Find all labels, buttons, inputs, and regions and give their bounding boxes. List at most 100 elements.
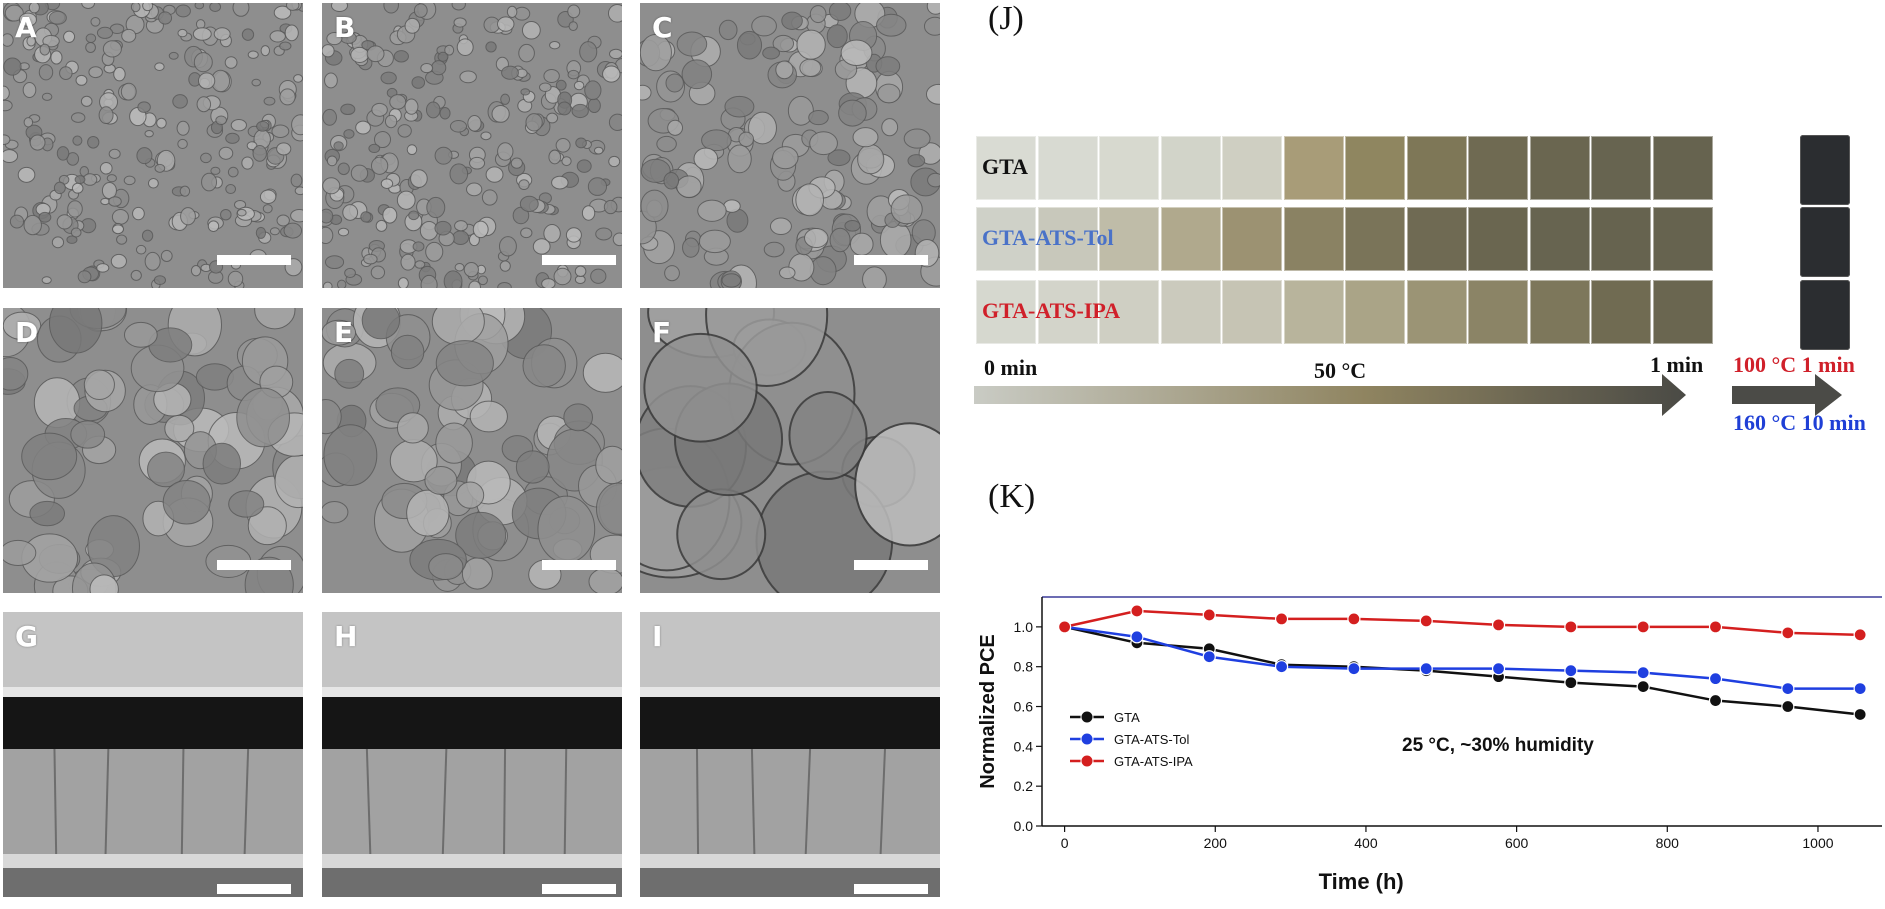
- film-photo-tile: [1345, 136, 1405, 200]
- panel-k-label: (K): [988, 478, 1036, 515]
- data-point: [1781, 699, 1795, 714]
- film-photo-tile: [1529, 136, 1590, 200]
- film-photo-tile: [1406, 280, 1467, 344]
- y-tick-label: 0.2: [1014, 778, 1034, 794]
- temperature-label: 50 °C: [1314, 358, 1367, 383]
- sem-panel-letter: F: [652, 316, 672, 349]
- sem-panel-letter: D: [15, 316, 39, 349]
- scale-bar: [217, 884, 291, 894]
- data-point: [1853, 707, 1867, 722]
- data-point: [1491, 618, 1506, 632]
- annealed-film-gta: [1800, 135, 1850, 205]
- sem-panel-letter: C: [652, 11, 673, 44]
- scale-bar: [854, 560, 928, 570]
- data-point: [1708, 672, 1723, 686]
- film-photo-tile: [1652, 280, 1713, 344]
- scale-bar: [854, 884, 928, 894]
- scale-bar: [542, 255, 616, 265]
- film-photo-tile: [1283, 207, 1344, 271]
- data-point: [1202, 650, 1216, 664]
- y-tick-label: 0.8: [1014, 659, 1034, 675]
- sem-panel-letter: A: [15, 11, 37, 44]
- data-point: [1636, 666, 1650, 680]
- data-point: [1202, 608, 1216, 622]
- sem-image-g: G: [3, 612, 303, 897]
- film-photo-tile: [1652, 136, 1713, 200]
- film-photo-tile: [1283, 280, 1344, 344]
- film-photo-tile: [1160, 207, 1221, 271]
- film-photo-tile: [1222, 280, 1282, 344]
- legend-label: GTA: [1114, 710, 1140, 725]
- data-point: [1419, 662, 1433, 676]
- legend-marker: [1080, 754, 1094, 768]
- film-photo-tile: [1222, 136, 1282, 200]
- sem-image-f: F: [640, 308, 940, 593]
- anneal-step-2-label: 160 °C 10 min: [1733, 410, 1866, 435]
- data-point: [1781, 681, 1795, 696]
- heating-arrow: [974, 374, 1686, 416]
- film-photo-tile: [1468, 207, 1528, 271]
- film-photo-tile: [1468, 280, 1528, 344]
- y-tick-label: 0.4: [1014, 738, 1034, 754]
- sem-image-e: E: [322, 308, 622, 593]
- sem-image-d: D: [3, 308, 303, 593]
- film-photo-tile: [1652, 207, 1713, 271]
- legend-marker: [1080, 710, 1094, 724]
- film-photo-tile: [1468, 136, 1528, 200]
- data-point: [1130, 630, 1144, 644]
- process-arrows: [974, 374, 1842, 416]
- scale-bar: [542, 884, 616, 894]
- panel-j-label: (J): [988, 0, 1024, 37]
- film-photo-tile: [1037, 136, 1098, 200]
- data-point: [1853, 628, 1867, 642]
- sem-image-a: A: [3, 3, 303, 288]
- annealed-film-gta-ats-ipa: [1800, 280, 1850, 350]
- series-line: [1064, 609, 1861, 637]
- film-photo-tile: [1283, 136, 1344, 200]
- data-point: [1274, 612, 1289, 626]
- scale-bar: [217, 560, 291, 570]
- x-tick-label: 1000: [1802, 835, 1833, 851]
- film-photo-tile: [1591, 207, 1651, 271]
- film-photo-tile: [1099, 280, 1159, 344]
- data-point: [1058, 620, 1072, 634]
- film-strip: GTA-ATS-Tol: [976, 207, 1714, 271]
- film-photo-tile: [1345, 207, 1405, 271]
- x-tick-label: 600: [1505, 835, 1529, 851]
- data-point: [1564, 620, 1578, 634]
- film-strip-label: GTA-ATS-IPA: [982, 298, 1121, 323]
- data-point: [1274, 660, 1289, 674]
- data-point: [1708, 693, 1723, 708]
- film-photo-tile: [976, 280, 1036, 344]
- anneal-arrow: [1732, 374, 1842, 416]
- sem-panel-letter: G: [15, 620, 38, 653]
- data-point: [1636, 620, 1650, 634]
- film-strip: GTA: [976, 136, 1714, 200]
- film-photo-tile: [1037, 280, 1098, 344]
- data-point: [1853, 681, 1867, 696]
- sem-image-b: B: [322, 3, 622, 288]
- film-photo-tile: [1160, 136, 1221, 200]
- y-tick-label: 1.0: [1014, 619, 1034, 635]
- data-point: [1130, 604, 1144, 618]
- y-axis-title: Normalized PCE: [977, 634, 999, 788]
- chart-annotation: 25 °C, ~30% humidity: [1402, 735, 1594, 756]
- sem-image-c: C: [640, 3, 940, 288]
- film-photo-tile: [1099, 207, 1159, 271]
- film-strip-label: GTA-ATS-Tol: [982, 225, 1114, 250]
- legend-label: GTA-ATS-Tol: [1114, 732, 1189, 747]
- film-photo-tile: [1591, 136, 1651, 200]
- sem-panel-letter: E: [334, 316, 354, 349]
- film-photo-tile: [1591, 280, 1651, 344]
- film-photo-tile: [1529, 280, 1590, 344]
- data-point: [1636, 680, 1650, 694]
- sem-panel-letter: H: [334, 620, 358, 653]
- start-time-label: 0 min: [984, 355, 1038, 380]
- data-point: [1564, 676, 1578, 690]
- scale-bar: [542, 560, 616, 570]
- x-tick-label: 400: [1354, 835, 1378, 851]
- film-photo-tile: [1160, 280, 1221, 344]
- film-strip: GTA-ATS-IPA: [976, 280, 1714, 344]
- scale-bar: [854, 255, 928, 265]
- film-photo-tile: [1037, 207, 1098, 271]
